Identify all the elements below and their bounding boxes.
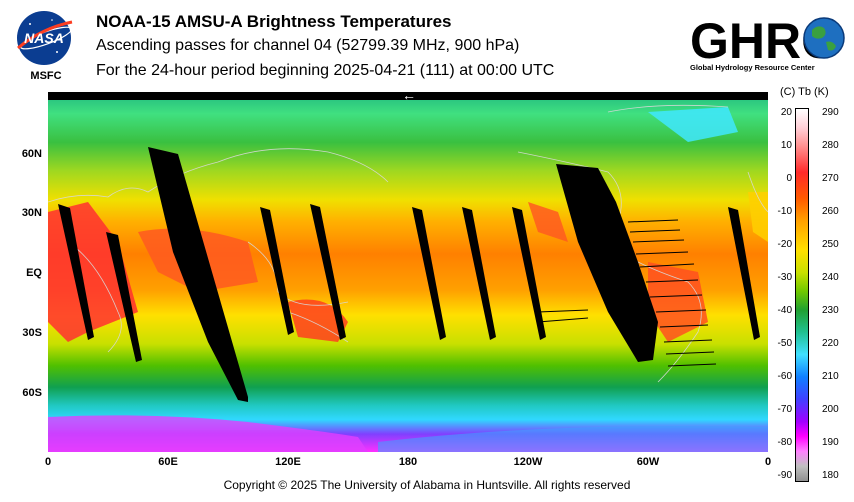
colorbar-kelvin-tick: 230 <box>822 305 839 316</box>
lon-label: 0 <box>44 456 52 468</box>
nasa-logo-text: NASA <box>24 30 64 46</box>
ghrc-logo: GHRC <box>690 13 845 69</box>
colorbar-kelvin-tick: 280 <box>822 140 839 151</box>
colorbar-celsius-tick: -80 <box>777 437 792 448</box>
lon-label: 60E <box>158 456 178 468</box>
polar-no-data-band <box>48 92 768 100</box>
lon-label: 120E <box>275 456 301 468</box>
lon-label: 60W <box>636 456 660 468</box>
brightness-temperature-map <box>48 92 768 452</box>
lat-label: 30N <box>21 207 42 219</box>
colorbar-kelvin-tick: 290 <box>822 107 839 118</box>
ghrc-subtitle: Global Hydrology Resource Center <box>690 63 815 72</box>
antarctic-region-east <box>378 426 768 452</box>
colorbar-celsius-tick: 20 <box>780 107 792 118</box>
partial-swath-lines <box>537 219 717 367</box>
colorbar-kelvin-tick: 260 <box>822 206 839 217</box>
colorbar-celsius-tick: -50 <box>777 338 792 349</box>
colorbar-celsius-tick: -20 <box>777 239 792 250</box>
copyright-notice: Copyright © 2025 The University of Alaba… <box>223 478 631 492</box>
lat-label: EQ <box>26 267 42 279</box>
colorbar-celsius-tick: -40 <box>777 305 792 316</box>
lat-label: 30S <box>22 327 42 339</box>
colorbar-celsius-tick: -90 <box>777 470 792 481</box>
colorbar-celsius-tick: 10 <box>780 140 792 151</box>
colorbar-kelvin-tick: 210 <box>822 371 839 382</box>
lon-label: 180 <box>398 456 418 468</box>
colorbar <box>795 108 809 482</box>
colorbar-celsius-tick: -10 <box>777 206 792 217</box>
colorbar-celsius-tick: -70 <box>777 404 792 415</box>
nasa-center-label: MSFC <box>30 70 62 82</box>
colorbar-kelvin-tick: 270 <box>822 173 839 184</box>
colorbar-header: (C) Tb (K) <box>780 86 829 98</box>
colorbar-celsius-tick: 0 <box>786 173 792 184</box>
colorbar-celsius-tick: -60 <box>777 371 792 382</box>
colorbar-kelvin-tick: 190 <box>822 437 839 448</box>
lon-label: 120W <box>513 456 543 468</box>
colorbar-kelvin-tick: 180 <box>822 470 839 481</box>
swath-gaps <box>58 147 760 402</box>
lat-label: 60S <box>22 387 42 399</box>
chart-title: NOAA-15 AMSU-A Brightness Temperatures <box>96 12 452 31</box>
chart-subtitle-channel: Ascending passes for channel 04 (52799.3… <box>96 37 520 54</box>
colorbar-celsius-tick: -30 <box>777 272 792 283</box>
chart-subtitle-period: For the 24-hour period beginning 2025-04… <box>96 62 555 79</box>
lon-label: 0 <box>764 456 772 468</box>
colorbar-kelvin-tick: 240 <box>822 272 839 283</box>
lat-label: 60N <box>21 148 42 160</box>
colorbar-kelvin-tick: 220 <box>822 338 839 349</box>
antarctic-cold-region <box>48 415 368 452</box>
colorbar-kelvin-tick: 250 <box>822 239 839 250</box>
nasa-logo: NASA <box>17 11 73 65</box>
colorbar-kelvin-tick: 200 <box>822 404 839 415</box>
orbit-direction-arrow: ← <box>402 87 416 103</box>
